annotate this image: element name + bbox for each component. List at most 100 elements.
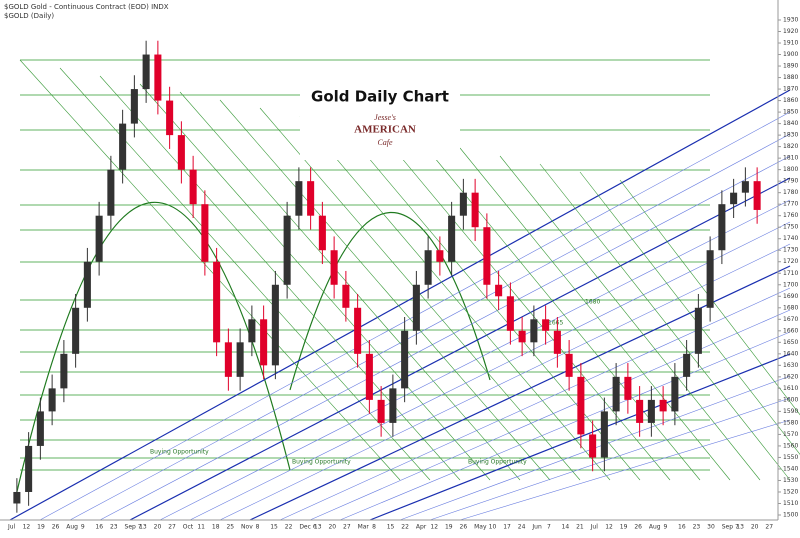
candle-body: [694, 307, 702, 354]
y-tick-label: 1600: [783, 396, 798, 403]
fan-line: [429, 397, 791, 521]
y-tick-label: 1780: [783, 189, 798, 196]
x-tick-label: Aug: [66, 524, 78, 531]
candle-body: [542, 319, 550, 331]
candle-body: [589, 434, 597, 458]
candle-body: [424, 250, 432, 285]
annotation: Buying Opportunity: [468, 459, 527, 466]
y-tick-label: 1760: [783, 212, 798, 219]
annotation: Buying Opportunity: [292, 459, 351, 466]
candle-body: [659, 399, 667, 412]
fan-line: [9, 89, 791, 521]
y-tick-label: 1770: [783, 201, 798, 208]
x-tick-label: 12: [430, 524, 438, 531]
fan-line: [219, 243, 791, 521]
logo-line3: Cafe: [377, 138, 393, 147]
candle-body: [342, 284, 350, 308]
y-tick-label: 1740: [783, 235, 798, 242]
y-tick-label: 1550: [783, 454, 798, 461]
x-tick-label: 13: [139, 524, 147, 531]
candle-body: [295, 181, 303, 216]
x-tick-label: 27: [765, 524, 773, 531]
x-tick-label: 22: [401, 524, 409, 531]
x-tick-label: 11: [197, 524, 205, 531]
y-tick-label: 1610: [783, 385, 798, 392]
x-tick-label: 19: [620, 524, 628, 531]
candle-body: [671, 376, 679, 412]
candle-body: [401, 330, 409, 389]
x-tick-label: 24: [518, 524, 526, 531]
title-box: [300, 80, 460, 160]
candle-body: [518, 330, 526, 343]
candle-body: [330, 250, 338, 285]
candle-body: [577, 376, 585, 435]
fan-line: [459, 147, 731, 481]
candle-body: [36, 411, 44, 446]
candle-body: [365, 353, 373, 400]
fan-line: [219, 99, 551, 481]
y-tick-label: 1730: [783, 247, 798, 254]
y-tick-label: 1530: [783, 477, 798, 484]
y-tick-label: 1680: [783, 304, 798, 311]
candle-body: [706, 250, 714, 308]
x-tick-label: Jul: [590, 524, 599, 531]
fan-line: [539, 163, 791, 481]
candle-body: [283, 215, 291, 285]
y-tick-label: 1580: [783, 419, 798, 426]
x-tick-label: 23: [110, 524, 118, 531]
candle-body: [119, 123, 127, 170]
x-tick-label: 23: [693, 524, 701, 531]
candle-body: [448, 215, 456, 262]
fan-line: [259, 107, 581, 481]
candle-body: [377, 399, 385, 423]
candle-body: [177, 135, 185, 170]
fan-line: [139, 83, 491, 481]
y-tick-label: 1900: [783, 51, 798, 58]
y-tick-label: 1820: [783, 143, 798, 150]
candle-body: [201, 204, 209, 262]
x-tick-label: 13: [736, 524, 744, 531]
x-tick-label: 14: [562, 524, 570, 531]
fan-line: [459, 419, 791, 521]
candle-body: [495, 284, 503, 297]
candle-body: [741, 181, 749, 193]
x-tick-label: 8: [256, 524, 260, 531]
y-tick-label: 1500: [783, 512, 798, 519]
y-tick-label: 1790: [783, 178, 798, 185]
x-tick-label: 20: [751, 524, 759, 531]
x-tick-label: 21: [576, 524, 584, 531]
x-tick-label: 26: [52, 524, 60, 531]
y-tick-label: 1850: [783, 109, 798, 116]
candle-body: [612, 376, 620, 412]
y-tick-label: 1860: [783, 97, 798, 104]
candle-body: [647, 399, 655, 423]
annotation: 1665: [548, 320, 563, 327]
fan-line: [279, 287, 791, 521]
annotation: Buying Opportunity: [150, 449, 209, 456]
x-tick-label: 27: [343, 524, 351, 531]
x-tick-label: 19: [37, 524, 45, 531]
y-tick-label: 1560: [783, 442, 798, 449]
chart-title: Gold Daily Chart: [311, 88, 449, 106]
candle-body: [412, 284, 420, 331]
y-tick-label: 1570: [783, 431, 798, 438]
x-tick-label: Aug: [649, 524, 661, 531]
x-tick-label: 19: [445, 524, 453, 531]
fan-line: [379, 131, 671, 481]
x-tick-label: 12: [605, 524, 613, 531]
y-tick-label: 1520: [783, 488, 798, 495]
candle-body: [718, 204, 726, 251]
logo-line1: Jesse's: [374, 113, 396, 122]
candle-body: [730, 192, 738, 205]
y-tick-label: 1910: [783, 40, 798, 47]
header-period: $GOLD (Daily): [4, 12, 54, 20]
y-tick-label: 1880: [783, 74, 798, 81]
y-tick-label: 1830: [783, 132, 798, 139]
candle-body: [483, 227, 491, 285]
header-symbol: $GOLD Gold - Continuous Contract (EOD) I…: [4, 3, 169, 11]
x-tick-label: 17: [503, 524, 511, 531]
logo-line2: AMERICAN: [354, 124, 416, 136]
x-tick-label: 15: [270, 524, 278, 531]
candle-body: [166, 100, 174, 136]
fan-line: [369, 353, 791, 521]
